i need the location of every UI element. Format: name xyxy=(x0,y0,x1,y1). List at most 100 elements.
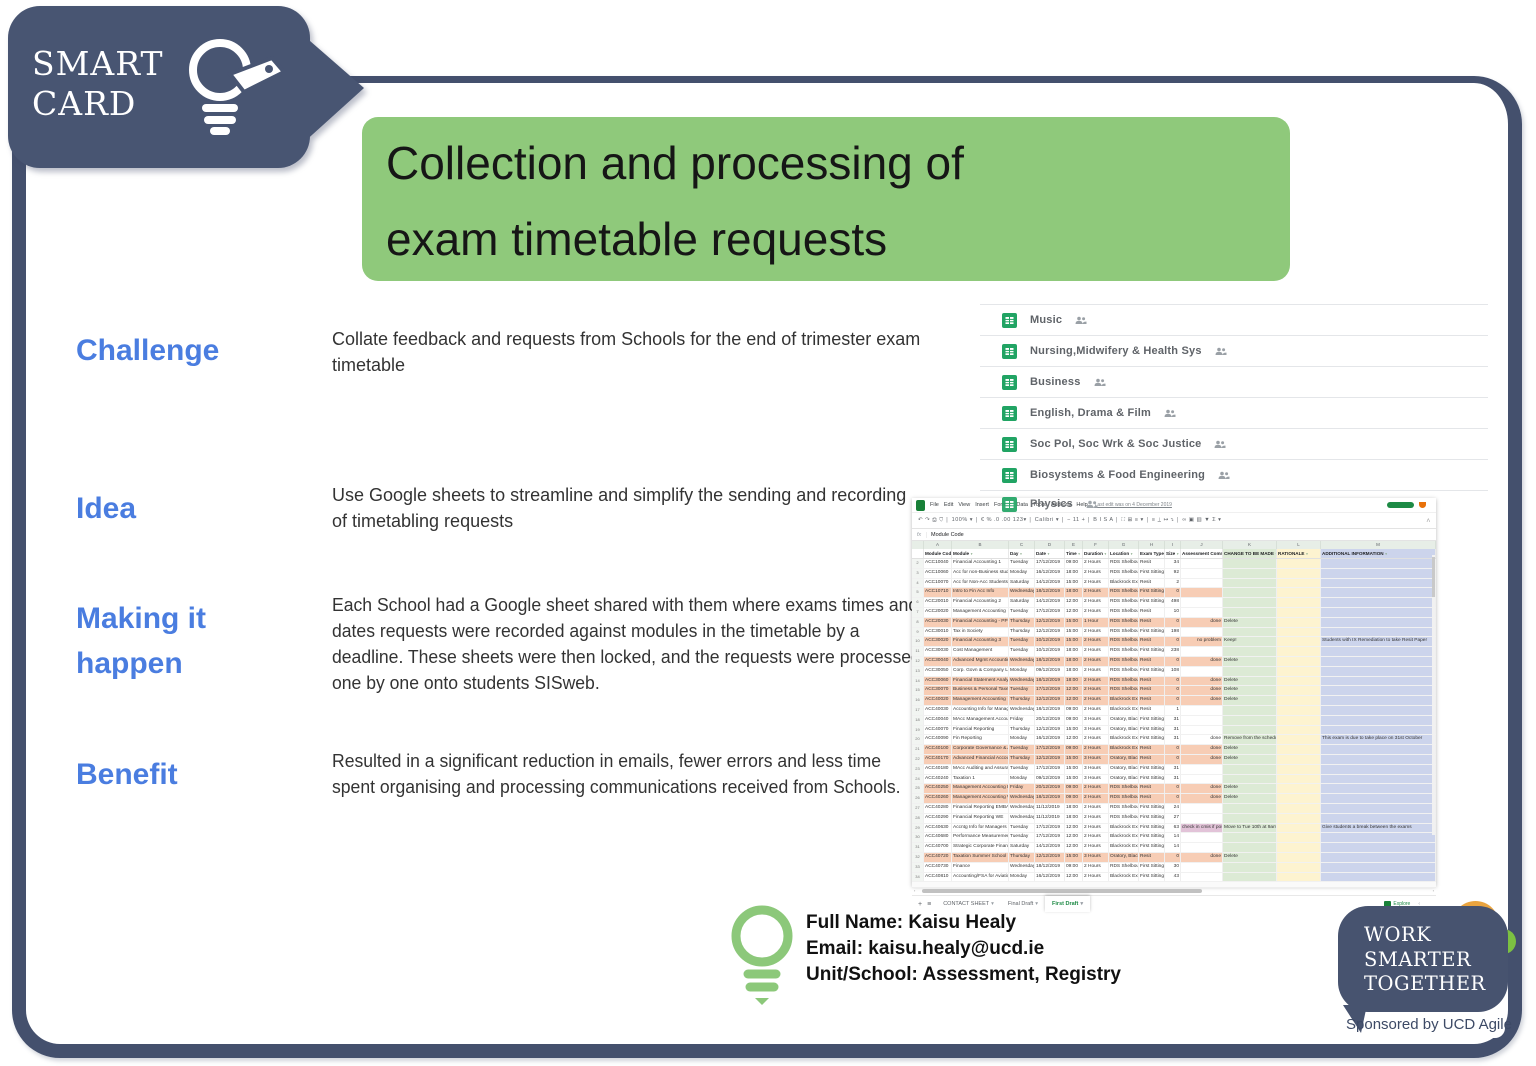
cell-module-code[interactable]: ACC40630 xyxy=(924,823,952,833)
cell-module[interactable]: Acc for non-Business students xyxy=(952,568,1009,578)
cell-assessment-comment[interactable] xyxy=(1181,559,1223,568)
cell-additional-information[interactable] xyxy=(1321,764,1436,774)
cell-rationale[interactable] xyxy=(1277,843,1321,852)
cell-exam-type[interactable]: First Sitting xyxy=(1139,568,1165,578)
cell-assessment-comment[interactable] xyxy=(1181,666,1223,676)
cell-module-code[interactable]: ACC30040 xyxy=(924,656,952,666)
cell-day[interactable]: Thursday xyxy=(1009,617,1035,627)
cell-size[interactable]: 14 xyxy=(1165,833,1181,843)
cell-time[interactable]: 12:00 xyxy=(1065,607,1083,617)
column-header[interactable]: Duration xyxy=(1083,549,1109,558)
cell-location[interactable]: Oratory, Blackro xyxy=(1109,715,1139,725)
cell-location[interactable]: RDS Shelbourne xyxy=(1109,627,1139,637)
cell-rationale[interactable] xyxy=(1277,705,1321,715)
cell-module-code[interactable]: ACC40260 xyxy=(924,794,952,803)
cell-size[interactable]: 0 xyxy=(1165,617,1181,627)
column-letter[interactable]: K xyxy=(1223,541,1277,549)
cell-assessment-comment[interactable]: done xyxy=(1181,794,1223,803)
cell-duration[interactable]: 2 Hours xyxy=(1083,872,1109,882)
cell-time[interactable]: 15:00 xyxy=(1065,637,1083,647)
cell-rationale[interactable] xyxy=(1277,617,1321,627)
column-header[interactable]: Exam Type xyxy=(1139,549,1165,558)
cell-module-code[interactable]: ACC40100 xyxy=(924,745,952,754)
cell-duration[interactable]: 2 Hours xyxy=(1083,794,1109,803)
cell-exam-type[interactable]: Resit xyxy=(1139,686,1165,696)
cell-size[interactable]: 24 xyxy=(1165,803,1181,813)
menu-item[interactable]: File xyxy=(930,502,939,508)
cell-module-code[interactable]: ACC40040 xyxy=(924,715,952,725)
cell-module-code[interactable]: ACC40250 xyxy=(924,784,952,794)
cell-additional-information[interactable] xyxy=(1321,833,1436,843)
cell-exam-type[interactable]: Resit xyxy=(1139,784,1165,794)
cell-module[interactable]: Advanced Mgmt Accounting xyxy=(952,656,1009,666)
cell-date[interactable]: 09/12/2019 xyxy=(1035,774,1065,784)
cell-exam-type[interactable]: Resit xyxy=(1139,617,1165,627)
cell-day[interactable]: Tuesday xyxy=(1009,647,1035,656)
cell-duration[interactable]: 2 Hours xyxy=(1083,598,1109,607)
cell-module[interactable]: Financial Reporting WE xyxy=(952,813,1009,823)
cell-day[interactable]: Thursday xyxy=(1009,754,1035,764)
cell-module-code[interactable]: ACC30060 xyxy=(924,676,952,686)
cell-duration[interactable]: 2 Hours xyxy=(1083,676,1109,686)
table-row[interactable]: 14 ACC30060 Financial Statement Analysis… xyxy=(912,676,1436,687)
cell-date[interactable]: 10/12/2019 xyxy=(1035,637,1065,647)
cell-additional-information[interactable]: Give students a break between the exams xyxy=(1321,823,1436,833)
cell-location[interactable]: RDS Shelbourne xyxy=(1109,568,1139,578)
table-row[interactable]: 9 ACC30010 Tax in Society Thursday 12/12… xyxy=(912,627,1436,638)
cell-module[interactable]: Financial Accounting - PPP xyxy=(952,617,1009,627)
cell-day[interactable]: Friday xyxy=(1009,715,1035,725)
cell-location[interactable]: Blackrock Exam ( xyxy=(1109,735,1139,745)
cell-size[interactable]: 0 xyxy=(1165,676,1181,686)
column-letter[interactable]: B xyxy=(952,541,1009,549)
cell-time[interactable]: 18:00 xyxy=(1065,813,1083,823)
scroll-right-icon[interactable]: ‹ xyxy=(1418,901,1420,908)
cell-module[interactable]: Financial Statement Analysis xyxy=(952,676,1009,686)
cell-change-to-be-made[interactable]: Remove from the schedule xyxy=(1223,735,1277,745)
table-row[interactable]: 26 ACC40260 Management Accounting WE Wed… xyxy=(912,794,1436,804)
cell-exam-type[interactable]: First Sitting xyxy=(1139,627,1165,637)
cell-day[interactable]: Wednesday xyxy=(1009,803,1035,813)
cell-location[interactable]: Blackrock Exam ( xyxy=(1109,705,1139,715)
cell-rationale[interactable] xyxy=(1277,745,1321,754)
cell-change-to-be-made[interactable] xyxy=(1223,588,1277,598)
cell-day[interactable]: Thursday xyxy=(1009,627,1035,637)
cell-module-code[interactable]: ACC20020 xyxy=(924,607,952,617)
cell-assessment-comment[interactable]: done xyxy=(1181,852,1223,862)
table-row[interactable]: 28 ACC40290 Financial Reporting WE Wedne… xyxy=(912,813,1436,824)
cell-rationale[interactable] xyxy=(1277,588,1321,598)
cell-change-to-be-made[interactable] xyxy=(1223,598,1277,607)
cell-assessment-comment[interactable]: no problem xyxy=(1181,637,1223,647)
cell-location[interactable]: Blackrock Exam ( xyxy=(1109,833,1139,843)
cell-date[interactable]: 09/12/2019 xyxy=(1035,666,1065,676)
cell-day[interactable]: Tuesday xyxy=(1009,745,1035,754)
cell-additional-information[interactable]: Students with IX Remediation to take Res… xyxy=(1321,637,1436,647)
cell-change-to-be-made[interactable]: Delete xyxy=(1223,696,1277,705)
table-row[interactable]: 3 ACC10060 Acc for non-Business students… xyxy=(912,568,1436,579)
cell-module[interactable]: Accounting/FSA for Aviation xyxy=(952,872,1009,882)
cell-assessment-comment[interactable] xyxy=(1181,598,1223,607)
cell-rationale[interactable] xyxy=(1277,833,1321,843)
cell-change-to-be-made[interactable] xyxy=(1223,705,1277,715)
table-row[interactable]: 12 ACC30040 Advanced Mgmt Accounting Wed… xyxy=(912,656,1436,667)
cell-location[interactable]: Blackrock Exam ( xyxy=(1109,823,1139,833)
cell-additional-information[interactable] xyxy=(1321,774,1436,784)
cell-day[interactable]: Tuesday xyxy=(1009,764,1035,774)
cell-additional-information[interactable] xyxy=(1321,666,1436,676)
cell-size[interactable]: 0 xyxy=(1165,784,1181,794)
cell-day[interactable]: Wednesday xyxy=(1009,588,1035,598)
cell-module[interactable]: Advanced Financial Accounting xyxy=(952,754,1009,764)
cell-exam-type[interactable]: First Sitting xyxy=(1139,764,1165,774)
cell-additional-information[interactable] xyxy=(1321,813,1436,823)
cell-size[interactable]: 1 xyxy=(1165,705,1181,715)
cell-exam-type[interactable]: First Sitting xyxy=(1139,872,1165,882)
cell-rationale[interactable] xyxy=(1277,813,1321,823)
cell-duration[interactable]: 2 Hours xyxy=(1083,647,1109,656)
cell-change-to-be-made[interactable]: Move to Tue 10th at 9am xyxy=(1223,823,1277,833)
cell-additional-information[interactable] xyxy=(1321,617,1436,627)
cell-location[interactable]: RDS Shelbourne xyxy=(1109,656,1139,666)
cell-location[interactable]: RDS Shelbourne xyxy=(1109,686,1139,696)
cell-assessment-comment[interactable]: done xyxy=(1181,754,1223,764)
cell-day[interactable]: Thursday xyxy=(1009,725,1035,735)
cell-time[interactable]: 15:00 xyxy=(1065,852,1083,862)
cell-time[interactable]: 15:00 xyxy=(1065,627,1083,637)
